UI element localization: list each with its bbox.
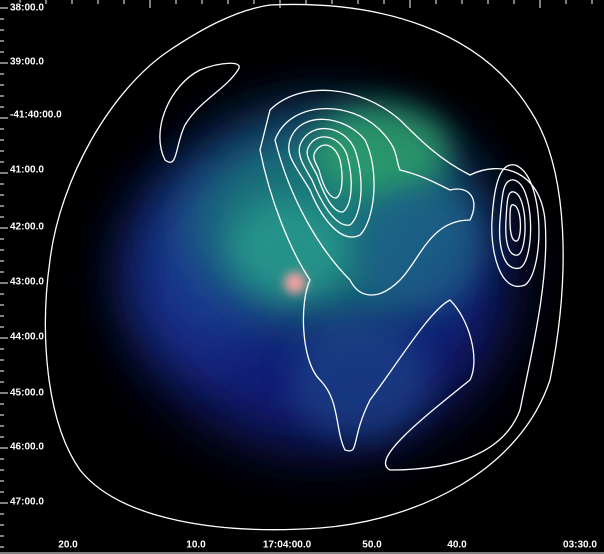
x-axis-label: 10.0 (186, 540, 206, 551)
x-axis-label: 20.0 (58, 540, 78, 551)
y-axis-label: 47:00.0 (10, 497, 44, 508)
x-axis-label: 50.0 (362, 540, 382, 551)
y-axis-label: 45:00.0 (10, 388, 44, 399)
y-axis-label: 44:00.0 (10, 332, 44, 343)
y-axis-label: -41:40:00.0 (10, 110, 62, 121)
y-axis-label: 38:00.0 (10, 3, 44, 14)
y-axis-label: 41:00.0 (10, 165, 44, 176)
x-axis-label: 17:04:00.0 (263, 540, 312, 551)
y-axis-label: 43:00.0 (10, 277, 44, 288)
y-axis-label: 39:00.0 (10, 57, 44, 68)
y-axis-label: 46:00.0 (10, 442, 44, 453)
sky-image: 38:00.0 39:00.0 -41:40:00.0 41:00.0 42:00.0 4… (0, 0, 604, 554)
y-axis-label: 42:00.0 (10, 222, 44, 233)
x-axis-label: 03:30.0 (563, 540, 597, 551)
x-axis-label: 40.0 (447, 540, 467, 551)
